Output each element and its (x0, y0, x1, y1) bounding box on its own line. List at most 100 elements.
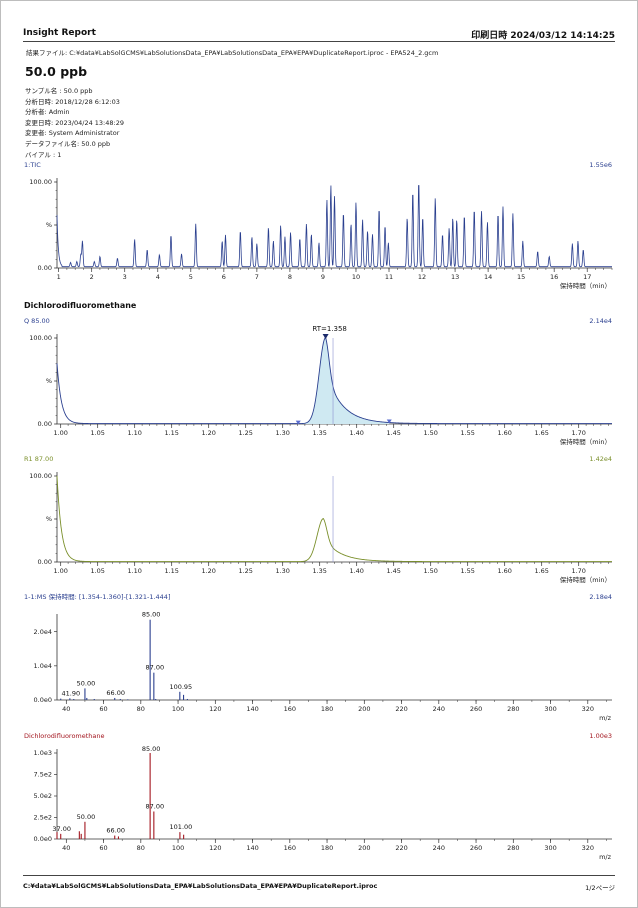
chart-4-x-tick-label: 260 (470, 844, 482, 852)
chart-3-x-tick-label: 160 (284, 705, 296, 713)
chart-3-peak-label: 41.90 (62, 689, 81, 697)
chart-2-x-tick-label: 1.60 (497, 567, 511, 575)
chart-2-x-tick-label: 1.35 (312, 567, 326, 575)
footer-page-number: 1/2ページ (585, 884, 615, 892)
chart-4-x-tick-label: 200 (358, 844, 370, 852)
chart-0-y-tick-label: 0.00 (38, 264, 52, 272)
chart-0-x-tick-label: 16 (550, 273, 558, 281)
chart-4-peak-label: 37.00 (52, 825, 71, 833)
info-analyst: 分析者: Admin (25, 108, 70, 117)
chart-3-x-tick-label: 220 (395, 705, 407, 713)
chart-0-y-tick-label: 100.00 (29, 178, 52, 186)
chart-3-y-tick-label: 1.0e4 (34, 662, 52, 670)
chart-0-x-tick-label: 2 (90, 273, 94, 281)
chart-3-peak-label: 85.00 (142, 611, 161, 619)
chart-1-apex-marker (322, 334, 329, 339)
chart-3-x-tick-label: 280 (507, 705, 519, 713)
chart-1-x-tick-label: 1.10 (127, 429, 141, 437)
chart-0-x-tick-label: 5 (189, 273, 193, 281)
chart-3-x-tick-label: 300 (544, 705, 556, 713)
chart-3-peak-label: 50.00 (77, 679, 96, 687)
chart-4-y-tick-label: 0.0e0 (34, 835, 52, 843)
chart-1-x-tick-label: 1.20 (201, 429, 215, 437)
report-title: Insight Report (23, 28, 96, 38)
chart-4-intensity: 1.00e3 (589, 732, 612, 740)
print-datetime: 印刷日時 2024/03/12 14:14:25 (471, 31, 615, 41)
chart-0-x-tick-label: 14 (484, 273, 492, 281)
chart-1-rt-annotation: RT=1.358 (312, 325, 347, 333)
chart-2-x-tick-label: 1.10 (127, 567, 141, 575)
chart-2-y-tick-label: 0.00 (38, 558, 52, 566)
chart-0-x-tick-label: 3 (123, 273, 127, 281)
chart-3-x-tick-label: 200 (358, 705, 370, 713)
chart-2-intensity: 1.42e4 (589, 455, 612, 463)
chart-1-y-tick-label: 100.00 (29, 334, 52, 342)
chart-1-peak-area (298, 338, 390, 424)
chart-1-label: Q 85.00 (24, 317, 50, 325)
section-title: Dichlorodifluoromethane (24, 301, 137, 310)
info-sample-name: サンプル名 : 50.0 ppb (25, 87, 93, 95)
chart-4-x-tick-label: 280 (507, 844, 519, 852)
chart-1-x-tick-label: 1.70 (571, 429, 585, 437)
chart-0-x-tick-label: 10 (352, 273, 360, 281)
chart-3-x-tick-label: 140 (246, 705, 258, 713)
chart-0-x-tick-label: 1 (57, 273, 61, 281)
chart-0-x-tick-label: 11 (385, 273, 393, 281)
chart-3-x-tick-label: 320 (582, 705, 594, 713)
chart-0-tic-trace (56, 185, 612, 268)
sample-title: 50.0 ppb (25, 64, 88, 79)
chart-4-peak-label: 101.00 (170, 823, 193, 831)
info-modified-by: 変更者: System Administrator (25, 129, 120, 138)
footer-rule (23, 875, 615, 876)
sample-info: サンプル名 : 50.0 ppb 分析日時: 2018/12/28 6:12:0… (25, 86, 124, 160)
chart-4-x-tick-label: 180 (321, 844, 333, 852)
chart-3-x-tick-label: 100 (172, 705, 184, 713)
chart-2-x-tick-label: 1.25 (238, 567, 252, 575)
chart-1-x-tick-label: 1.35 (312, 429, 326, 437)
chart-4-x-tick-label: 320 (582, 844, 594, 852)
chart-4-x-tick-label: 220 (395, 844, 407, 852)
chart-4-label: Dichlorodifluoromethane (24, 732, 105, 740)
chart-1-x-tick-label: 1.00 (53, 429, 67, 437)
info-data-file: データファイル名: 50.0 ppb (25, 139, 111, 148)
chart-0-x-tick-label: 7 (255, 273, 259, 281)
chart-2-x-tick-label: 1.65 (534, 567, 548, 575)
chart-2-x-tick-label: 1.55 (460, 567, 474, 575)
chart-4-peak-label: 87.00 (146, 802, 165, 810)
chart-2-x-tick-label: 1.40 (349, 567, 363, 575)
chart-2-x-tick-label: 1.30 (275, 567, 289, 575)
chart-2-x-tick-label: 1.70 (571, 567, 585, 575)
chart-2-y-tick-label: 100.00 (29, 472, 52, 480)
chart-1-x-tick-label: 1.15 (164, 429, 178, 437)
chart-2-label: R1 87.00 (24, 455, 53, 463)
result-file-line: 結果ファイル: C:¥data¥LabSolGCMS¥LabSolutionsD… (26, 49, 439, 57)
chart-3-y-tick-label: 2.0e4 (34, 628, 52, 636)
chart-3-x-tick-label: 180 (321, 705, 333, 713)
info-analysis-date: 分析日時: 2018/12/28 6:12:03 (25, 97, 120, 106)
chart-0-x-tick-label: 15 (517, 273, 525, 281)
chart-2-x-tick-label: 1.20 (201, 567, 215, 575)
chart-4-x-axis-title: m/z (599, 853, 612, 861)
chart-3-x-tick-label: 120 (209, 705, 221, 713)
header-rule (23, 41, 615, 42)
chart-0-x-tick-label: 12 (418, 273, 426, 281)
chart-1-y-tick-label: % (46, 377, 52, 385)
chart-1-x-tick-label: 1.25 (238, 429, 252, 437)
chart-1-trace (56, 337, 612, 425)
chart-4-x-tick-label: 60 (99, 844, 107, 852)
chart-3-intensity: 2.18e4 (589, 593, 612, 601)
chart-1-x-tick-label: 1.55 (460, 429, 474, 437)
chart-1-x-axis-title: 保持時間（min） (560, 437, 611, 446)
chart-4-peak-label: 85.00 (142, 745, 161, 753)
chart-1-integration-marker (295, 420, 301, 425)
chart-0-x-axis-title: 保持時間（min） (560, 281, 611, 290)
chart-3-peak-label: 100.95 (169, 683, 192, 691)
chart-3-x-tick-label: 60 (99, 705, 107, 713)
chart-1-x-tick-label: 1.30 (275, 429, 289, 437)
chart-3-x-tick-label: 40 (62, 705, 70, 713)
chart-3-x-tick-label: 80 (137, 705, 145, 713)
chart-2-x-tick-label: 1.50 (423, 567, 437, 575)
chart-4-x-tick-label: 40 (62, 844, 70, 852)
chart-4-peak-label: 50.00 (77, 813, 96, 821)
chart-2-x-tick-label: 1.00 (53, 567, 67, 575)
